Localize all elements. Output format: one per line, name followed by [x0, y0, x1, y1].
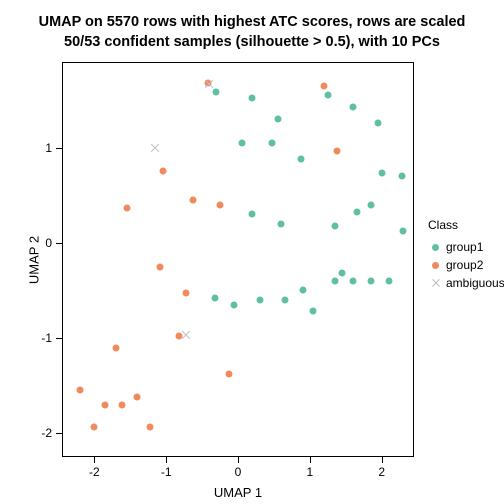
data-point [217, 201, 224, 208]
y-tick-mark [56, 433, 62, 434]
y-tick-label: -1 [34, 331, 52, 345]
data-point [378, 170, 385, 177]
data-point [353, 209, 360, 216]
data-point [400, 228, 407, 235]
data-point [226, 371, 233, 378]
data-point [183, 290, 190, 297]
data-point [349, 277, 356, 284]
data-point [269, 139, 276, 146]
x-tick-label: 0 [235, 465, 242, 479]
title-line-1: UMAP on 5570 rows with highest ATC score… [39, 14, 466, 30]
data-point [134, 394, 141, 401]
legend-items: group1 group2 ambiguous [428, 238, 504, 292]
data-point [176, 333, 183, 340]
data-point [274, 116, 281, 123]
data-point [123, 204, 130, 211]
data-point [147, 423, 154, 430]
legend-label: group2 [446, 258, 483, 272]
legend: Class group1 group2 ambiguous [428, 218, 504, 292]
data-point [102, 401, 109, 408]
data-point [256, 296, 263, 303]
data-point [159, 168, 166, 175]
data-point [321, 82, 328, 89]
data-point [331, 222, 338, 229]
data-point [212, 295, 219, 302]
legend-swatch [428, 276, 446, 290]
legend-swatch [428, 240, 446, 254]
data-point [76, 387, 83, 394]
data-point [190, 197, 197, 204]
data-point [331, 277, 338, 284]
y-tick-mark [56, 338, 62, 339]
cross-icon [432, 279, 440, 287]
data-point [278, 220, 285, 227]
data-point [367, 201, 374, 208]
data-point [375, 119, 382, 126]
x-tick-label: -1 [161, 465, 172, 479]
legend-item: group1 [428, 238, 504, 256]
legend-label: ambiguous [446, 276, 504, 290]
y-tick-label: 1 [34, 141, 52, 155]
data-point [118, 401, 125, 408]
circle-icon [432, 244, 439, 251]
title-line-2: 50/53 confident samples (silhouette > 0.… [64, 34, 440, 50]
y-tick-mark [56, 148, 62, 149]
data-point [157, 263, 164, 270]
data-point [238, 139, 245, 146]
y-tick-mark [56, 243, 62, 244]
data-point [112, 344, 119, 351]
data-point [91, 423, 98, 430]
legend-item: ambiguous [428, 274, 504, 292]
legend-label: group1 [446, 240, 483, 254]
data-point [213, 89, 220, 96]
x-tick-mark [94, 457, 95, 463]
legend-item: group2 [428, 256, 504, 274]
plot-area [62, 62, 414, 457]
data-point [249, 95, 256, 102]
data-point [398, 173, 405, 180]
data-point [349, 103, 356, 110]
data-point [367, 277, 374, 284]
data-point [281, 296, 288, 303]
data-point [231, 301, 238, 308]
data-point [324, 92, 331, 99]
data-point [385, 277, 392, 284]
chart-title: UMAP on 5570 rows with highest ATC score… [0, 13, 504, 52]
data-point [339, 270, 346, 277]
x-tick-label: 1 [306, 465, 313, 479]
legend-swatch [428, 258, 446, 272]
data-point [249, 211, 256, 218]
data-point [310, 308, 317, 315]
legend-title: Class [428, 218, 504, 232]
x-axis-label: UMAP 1 [62, 485, 414, 500]
x-tick-mark [382, 457, 383, 463]
data-point [298, 156, 305, 163]
x-tick-label: 2 [378, 465, 385, 479]
data-point [204, 79, 211, 86]
x-tick-label: -2 [89, 465, 100, 479]
data-point [299, 287, 306, 294]
data-point [334, 148, 341, 155]
x-tick-mark [166, 457, 167, 463]
circle-icon [432, 262, 439, 269]
x-tick-mark [310, 457, 311, 463]
x-tick-mark [238, 457, 239, 463]
y-tick-label: -2 [34, 426, 52, 440]
y-axis-label: UMAP 2 [27, 235, 42, 283]
chart-container: UMAP on 5570 rows with highest ATC score… [0, 0, 504, 504]
